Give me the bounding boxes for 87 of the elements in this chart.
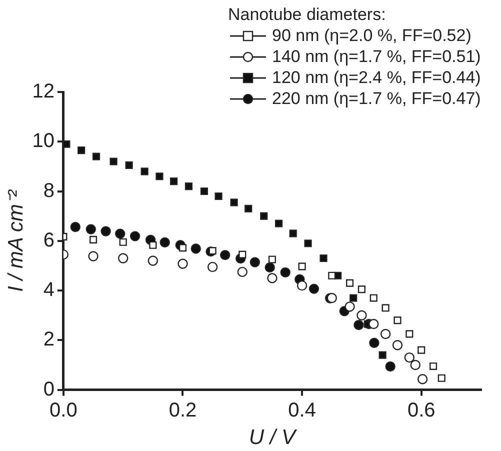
point: [368, 318, 379, 330]
x-tick-label: 0.4: [288, 399, 316, 422]
y-tick-label: 0: [43, 378, 54, 400]
point: [88, 251, 98, 262]
point: [86, 224, 96, 234]
point: [230, 198, 238, 206]
x-tick-label: 0.6: [407, 399, 436, 422]
point: [344, 302, 355, 312]
point: [328, 272, 336, 280]
point: [119, 238, 127, 246]
point: [378, 351, 386, 359]
point: [184, 182, 192, 190]
x-tick-label: 0.0: [50, 399, 78, 422]
point: [207, 262, 218, 272]
point: [410, 360, 420, 370]
point: [260, 212, 268, 220]
point: [308, 284, 320, 294]
point: [382, 304, 390, 312]
point: [264, 262, 275, 273]
point: [304, 240, 312, 248]
point: [267, 273, 278, 284]
point: [358, 286, 366, 294]
point: [89, 236, 98, 244]
point: [170, 178, 178, 186]
point: [208, 247, 216, 255]
legend-title: Nanotube diameters:: [228, 4, 387, 25]
point: [148, 256, 158, 266]
point: [214, 192, 222, 200]
point: [438, 374, 446, 382]
y-tick-label: 4: [43, 279, 54, 302]
point: [280, 267, 290, 278]
legend-label: 120 nm (η=2.4 %, FF=0.44): [272, 67, 481, 88]
point: [140, 168, 148, 176]
point: [370, 294, 378, 302]
point: [354, 320, 364, 330]
y-tick-label: 2: [43, 328, 54, 351]
x-tick-label: 0.2: [168, 399, 197, 422]
point: [268, 256, 276, 264]
point: [417, 374, 428, 384]
point: [406, 330, 414, 338]
point: [156, 172, 164, 180]
legend-label: 220 nm (η=1.7 %, FF=0.47): [272, 88, 481, 109]
point: [115, 228, 126, 239]
point: [350, 294, 358, 302]
point: [178, 258, 188, 269]
point: [320, 254, 328, 262]
point: [160, 237, 170, 248]
legend-label: 90 nm (η=2.0 %, FF=0.52): [272, 25, 472, 46]
point: [296, 280, 308, 291]
point: [149, 241, 157, 249]
y-tick-label: 6: [43, 229, 54, 252]
x-axis-title: U / V: [248, 426, 298, 450]
y-tick-label: 10: [32, 130, 54, 152]
point: [380, 328, 391, 340]
point: [392, 340, 403, 350]
point: [385, 361, 396, 372]
point: [70, 222, 80, 232]
point: [190, 243, 201, 254]
point: [200, 187, 208, 196]
point: [244, 204, 252, 212]
point: [418, 346, 426, 354]
point: [289, 230, 297, 238]
point: [346, 279, 354, 287]
point: [125, 161, 133, 169]
point: [237, 266, 248, 278]
point: [63, 140, 70, 148]
point: [298, 262, 306, 270]
y-axis-title: I / mA cm⁻²: [4, 188, 28, 292]
point: [118, 253, 128, 264]
point: [430, 362, 438, 370]
point: [130, 231, 140, 242]
legend-label: 140 nm (η=1.7 %, FF=0.51): [272, 46, 481, 67]
point: [220, 250, 230, 260]
y-tick-label: 8: [43, 180, 54, 202]
point: [78, 146, 86, 154]
point: [178, 244, 187, 252]
point: [356, 310, 367, 320]
point: [250, 257, 260, 268]
point: [369, 338, 380, 348]
point: [92, 152, 100, 160]
point: [275, 220, 283, 228]
point: [238, 250, 246, 258]
point: [404, 352, 415, 363]
point: [110, 158, 118, 166]
y-tick-label: 12: [32, 80, 54, 103]
point: [100, 226, 111, 236]
point: [394, 316, 402, 324]
